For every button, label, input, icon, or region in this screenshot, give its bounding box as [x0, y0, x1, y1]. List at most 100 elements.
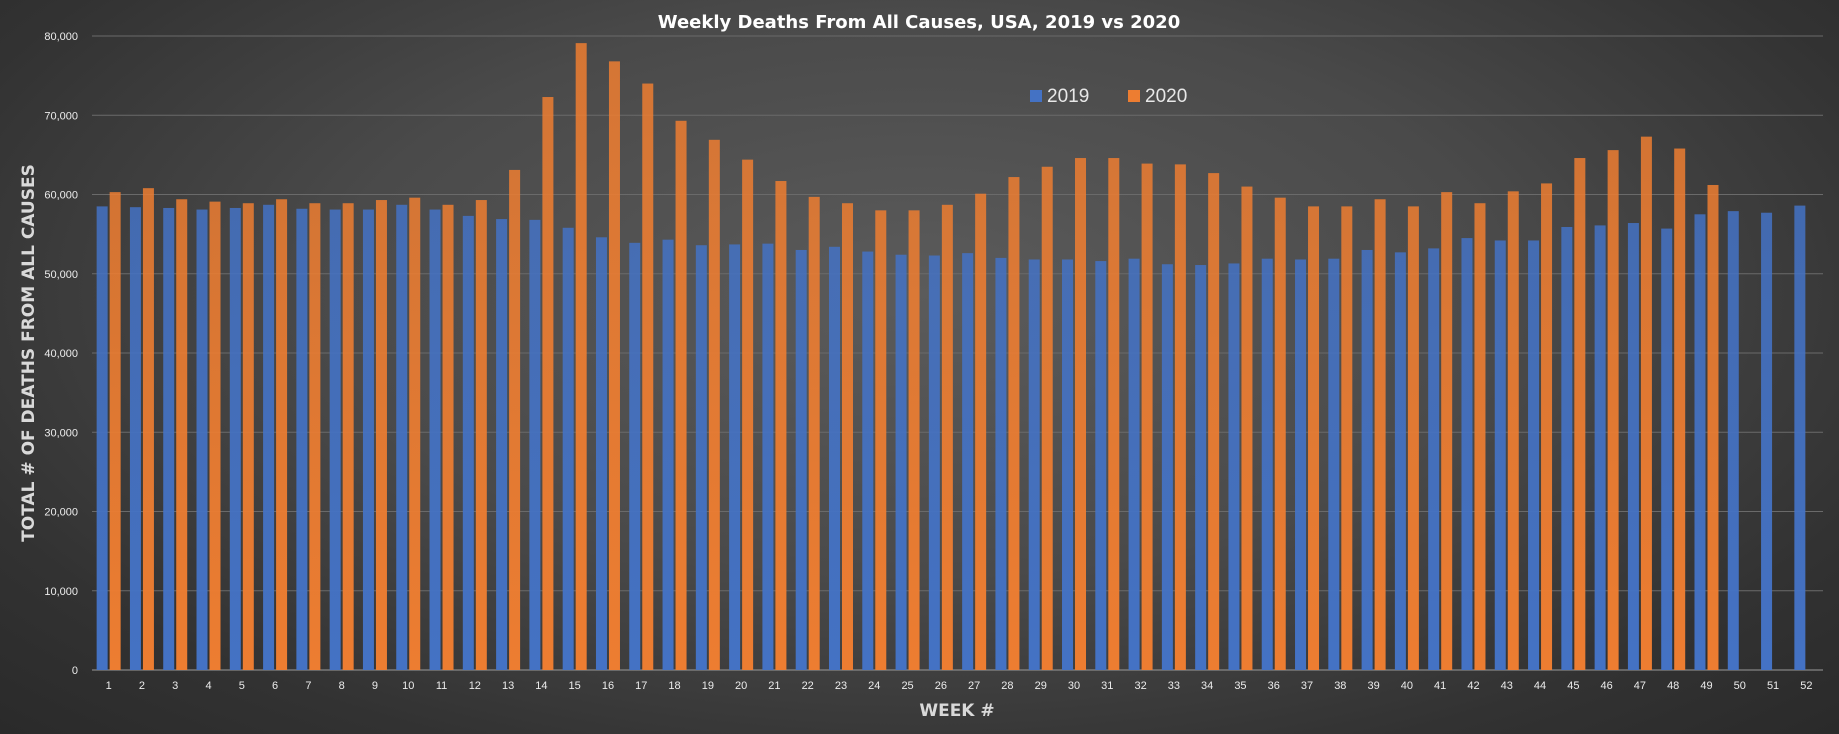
x-tick-label: 47 [1634, 680, 1646, 692]
bar-2020 [475, 200, 487, 671]
legend: 2019 2020 [1030, 86, 1187, 107]
x-tick-label: 14 [535, 680, 547, 692]
x-tick-label: 23 [835, 680, 847, 692]
bar-2020 [908, 210, 920, 670]
bar-2020 [1241, 186, 1253, 670]
x-tick-label: 32 [1134, 680, 1146, 692]
bar-2020 [875, 210, 887, 670]
x-tick-label: 27 [968, 680, 980, 692]
bar-2019 [962, 253, 974, 670]
x-tick-label: 11 [436, 680, 447, 692]
bar-2019 [928, 255, 940, 670]
x-tick-label: 44 [1534, 680, 1546, 692]
bar-2019 [1361, 249, 1373, 670]
bar-2019 [329, 209, 341, 670]
y-tick-label: 30,000 [44, 427, 78, 439]
x-tick-label: 18 [668, 680, 680, 692]
bar-2020 [442, 204, 454, 671]
x-tick-label: 40 [1401, 680, 1413, 692]
chart-title: Weekly Deaths From All Causes, USA, 2019… [658, 12, 1180, 33]
x-tick-label: 3 [172, 680, 178, 692]
x-tick-label: 12 [469, 680, 481, 692]
y-tick-label: 70,000 [44, 110, 78, 122]
bar-2020 [1008, 177, 1020, 670]
bar-2020 [1607, 150, 1619, 670]
bar-2019 [1062, 259, 1074, 670]
x-tick-label: 34 [1201, 680, 1213, 692]
x-tick-label: 7 [305, 680, 311, 692]
x-tick-label: 37 [1301, 680, 1313, 692]
bar-2020 [1341, 206, 1353, 670]
bar-2019 [229, 207, 241, 670]
bar-2020 [575, 43, 587, 670]
bar-2020 [342, 203, 354, 670]
x-tick-label: 15 [569, 680, 581, 692]
bar-2020 [1574, 158, 1586, 671]
bar-2020 [1407, 206, 1419, 670]
bar-2019 [529, 219, 541, 671]
x-tick-label: 6 [272, 680, 278, 692]
x-tick-label: 51 [1767, 680, 1779, 692]
legend-label-2019: 2019 [1047, 86, 1089, 107]
bar-2020 [1041, 166, 1053, 670]
bar-2019 [1727, 211, 1739, 670]
bar-2020 [1674, 148, 1686, 670]
x-tick-label: 48 [1667, 680, 1679, 692]
bar-2019 [429, 209, 441, 670]
bar-2020 [309, 203, 321, 670]
bar-2019 [1794, 205, 1806, 670]
x-tick-label: 43 [1501, 680, 1513, 692]
bar-2019 [862, 251, 874, 670]
bar-2020 [1274, 197, 1286, 671]
bar-2020 [209, 201, 221, 670]
bar-2019 [662, 239, 674, 671]
x-tick-label: 42 [1467, 680, 1479, 692]
bar-2019 [1528, 240, 1540, 670]
x-tick-label: 30 [1068, 680, 1080, 692]
bar-2019 [1694, 214, 1706, 670]
bar-2020 [542, 97, 554, 670]
bar-2019 [1627, 223, 1639, 670]
x-tick-label: 19 [702, 680, 714, 692]
x-axis-title: WEEK # [919, 701, 994, 721]
tick-labels: 0 10,000 20,000 30,000 40,000 50,000 60,000 70,… [44, 31, 1812, 692]
bar-2019 [595, 237, 607, 671]
bar-2020 [1208, 173, 1220, 671]
bar-2020 [742, 159, 754, 670]
bar-2019 [1494, 240, 1506, 670]
bar-2020 [1441, 192, 1453, 670]
bar-2019 [795, 249, 807, 670]
bar-2020 [1075, 158, 1087, 671]
x-tick-label: 24 [868, 680, 880, 692]
bar-2020 [941, 204, 953, 671]
x-tick-label: 39 [1367, 680, 1379, 692]
x-tick-label: 13 [502, 680, 514, 692]
y-tick-label: 20,000 [44, 507, 78, 519]
bar-2020 [642, 83, 654, 671]
bar-2019 [496, 219, 508, 670]
bar-2020 [1640, 136, 1652, 670]
bar-2019 [1295, 259, 1307, 670]
bar-2020 [841, 203, 853, 670]
x-tick-label: 45 [1567, 680, 1579, 692]
bar-2019 [562, 227, 574, 670]
bar-2019 [629, 242, 641, 670]
bar-2019 [1161, 264, 1173, 670]
y-tick-label: 10,000 [44, 586, 78, 598]
bar-2020 [409, 197, 421, 671]
x-tick-label: 8 [339, 680, 345, 692]
y-tick-label: 0 [72, 665, 78, 677]
bar-2020 [242, 203, 254, 670]
bar-2020 [1374, 199, 1386, 670]
x-tick-label: 4 [205, 680, 211, 692]
x-tick-label: 38 [1334, 680, 1346, 692]
bar-2020 [109, 192, 121, 670]
bar-2020 [775, 181, 787, 670]
bar-2020 [1474, 203, 1486, 670]
bar-2019 [462, 215, 474, 670]
bar-2020 [509, 169, 521, 670]
x-tick-label: 10 [402, 680, 414, 692]
x-tick-label: 5 [239, 680, 245, 692]
bar-2020 [975, 193, 987, 670]
